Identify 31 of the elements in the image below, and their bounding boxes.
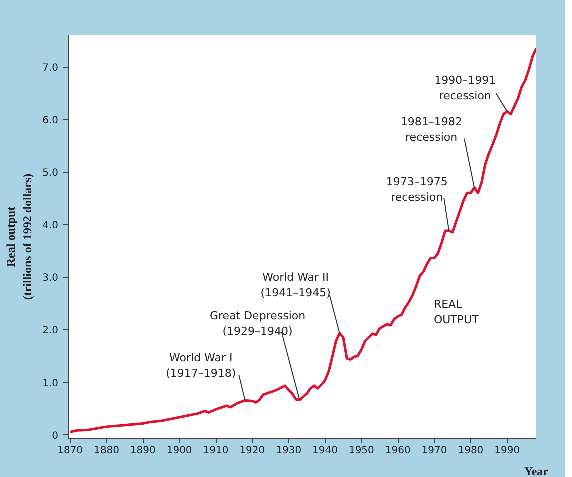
x-tick-label: 1980	[458, 446, 484, 456]
annotation: World War II (1941–1945)	[260, 270, 331, 300]
line-series	[69, 47, 536, 434]
y-tick-label: 7.0	[42, 63, 59, 74]
series-label: REAL OUTPUT	[434, 298, 480, 327]
x-tick-label: 1880	[94, 446, 120, 456]
x-tick-label: 1950	[348, 446, 374, 456]
annotation: Great Depression (1929–1940)	[210, 310, 306, 338]
annotation: 1990–1991 recession	[434, 74, 496, 103]
x-tick-label: 1930	[276, 446, 302, 456]
annotation: 1973–1975 recession	[386, 175, 448, 204]
y-tick-label: 6.0	[42, 116, 59, 127]
x-tick-label: 1970	[422, 446, 448, 456]
annotation: World War I (1917–1918)	[166, 352, 236, 380]
x-tick-label: 1890	[130, 446, 156, 456]
x-tick-label: 1920	[240, 446, 266, 456]
x-tick-label: 1990	[494, 446, 520, 456]
y-tick-label: 1.0	[42, 378, 59, 390]
x-tick-label: 1940	[312, 446, 338, 456]
x-tick-label: 1900	[166, 446, 192, 456]
x-axis-title: Year	[524, 464, 550, 477]
y-tick-label: 4.0	[42, 220, 59, 232]
y-tick-label: 3.0	[42, 273, 59, 284]
y-tick-label: 0	[52, 430, 59, 442]
x-tick-label: 1910	[203, 446, 229, 456]
x-tick-label: 1960	[385, 446, 411, 456]
y-tick-label: 5.0	[42, 168, 59, 180]
y-tick-label: 2.0	[42, 326, 59, 337]
annotation: 1981–1982 recession	[400, 115, 462, 144]
x-tick-label: 1870	[58, 446, 84, 456]
y-axis-title: Real output (trillions of 1992 dollars)	[4, 174, 35, 300]
